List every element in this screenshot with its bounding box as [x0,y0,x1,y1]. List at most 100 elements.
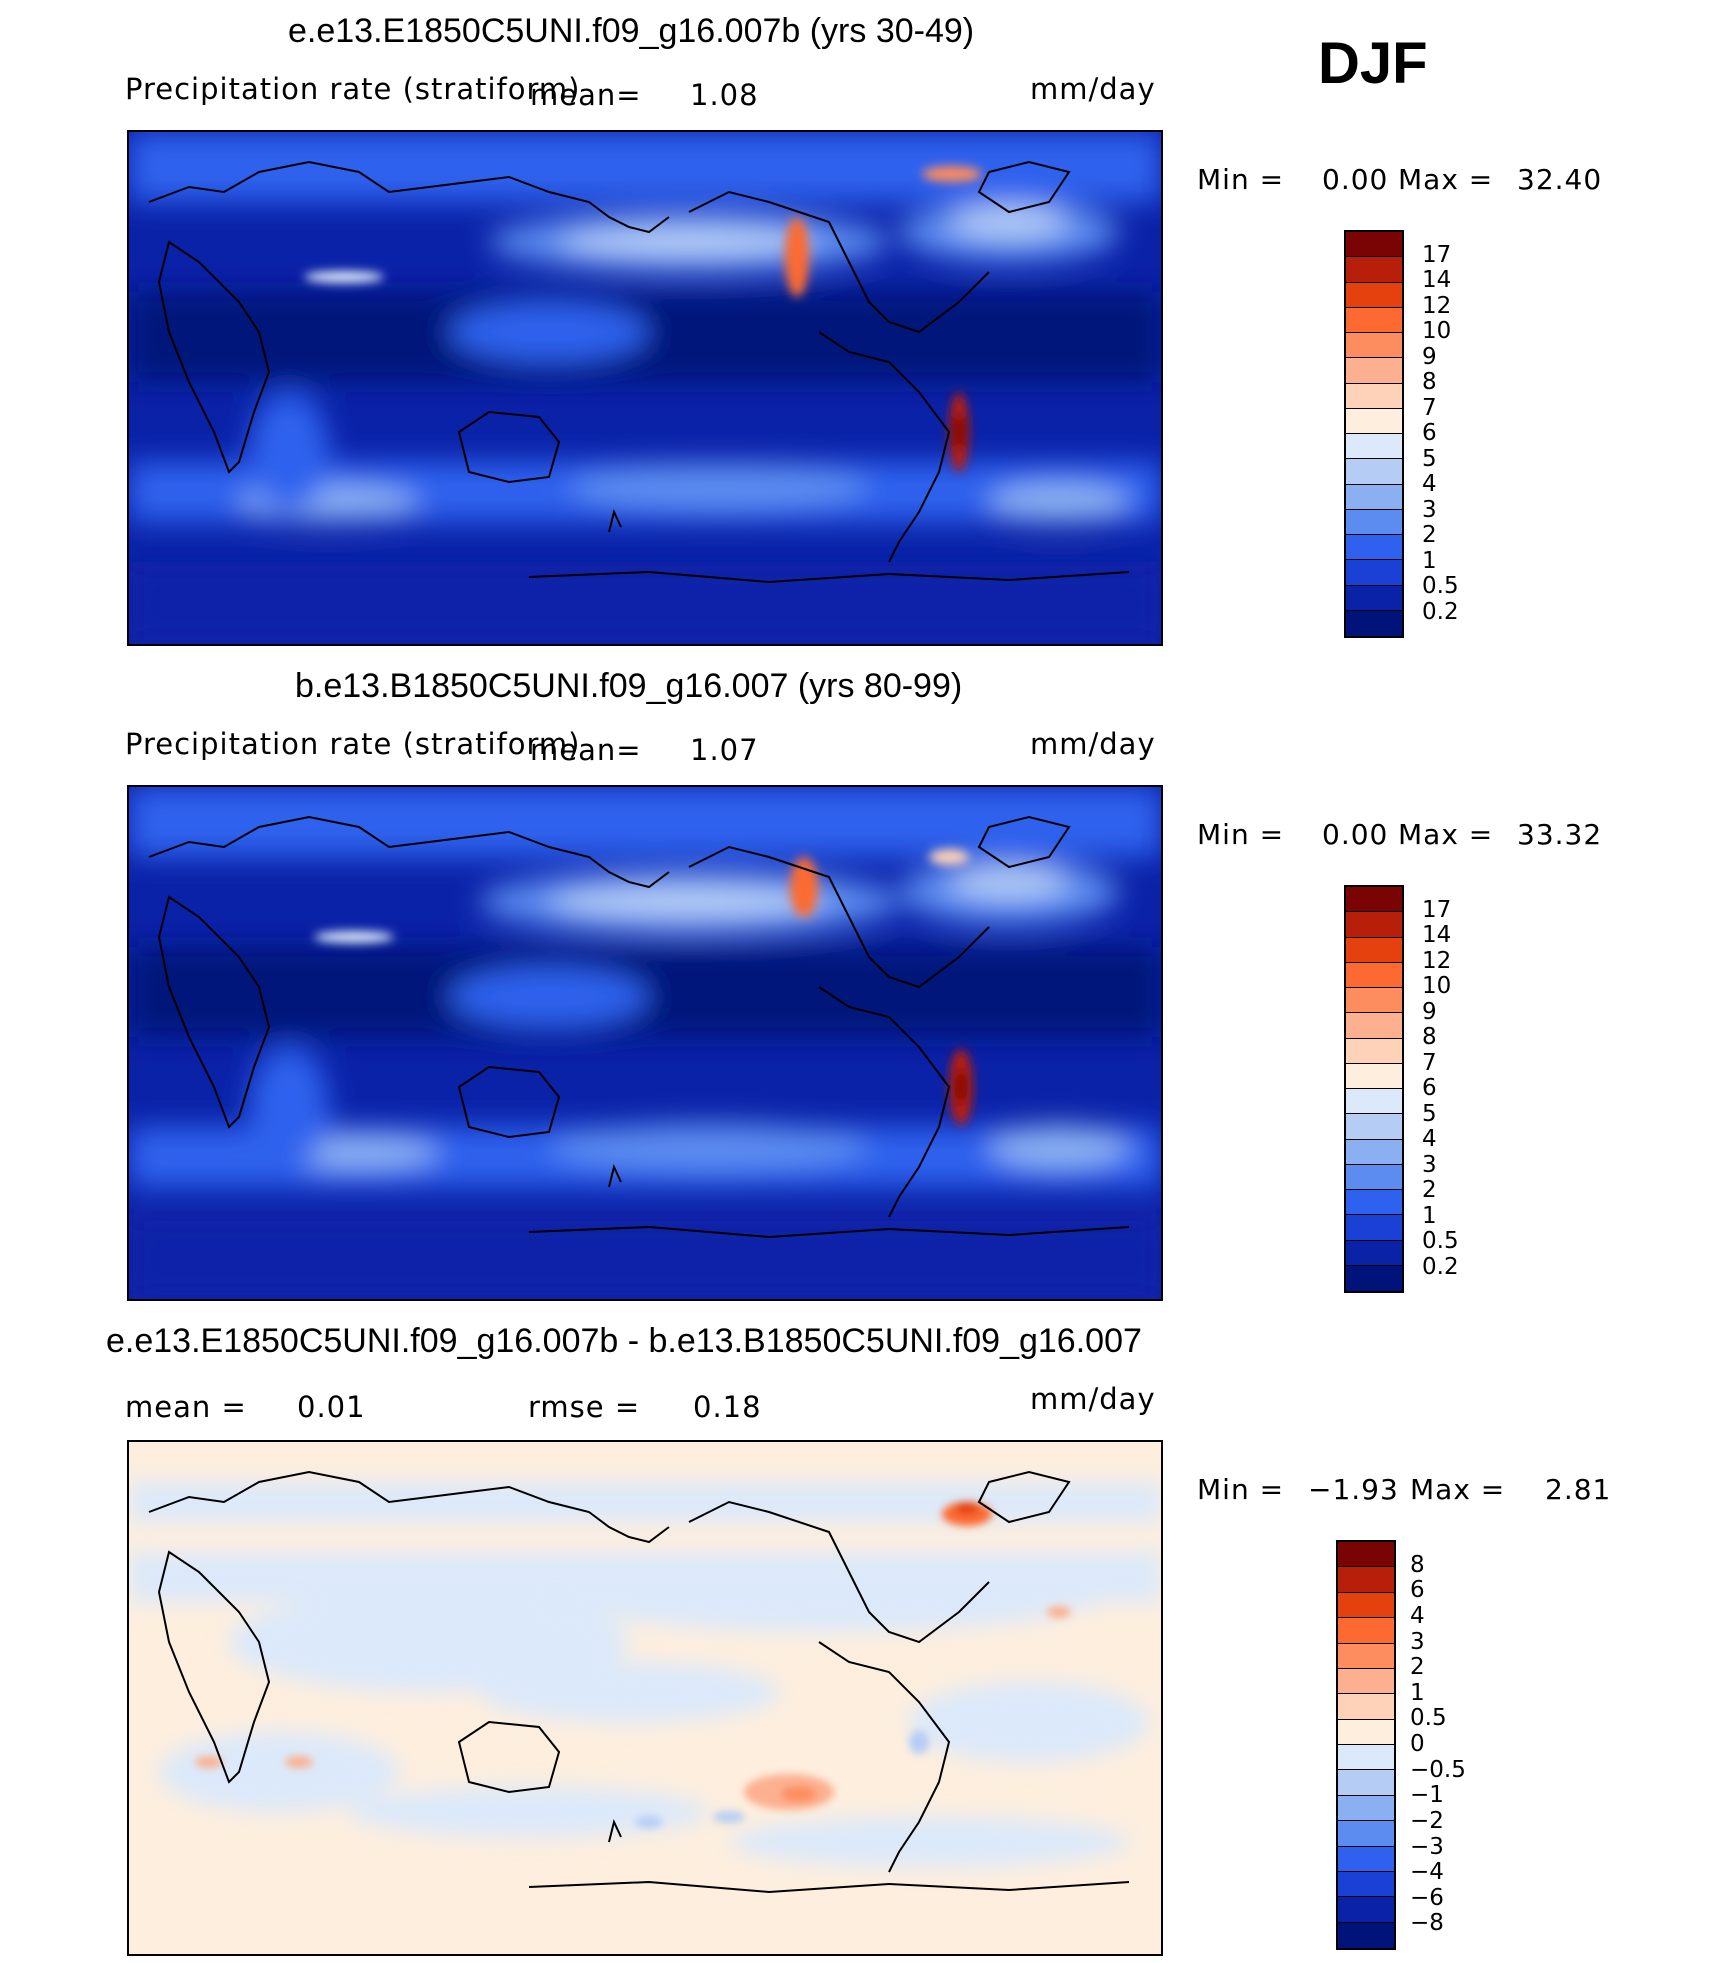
colorbar-segment [1346,383,1402,409]
colorbar-tick-label: −6 [1410,1884,1444,1911]
panel1-precip-field [129,132,1161,644]
colorbar-segment [1346,333,1402,359]
colorbar-segment [1346,434,1402,460]
panel3-map [127,1440,1163,1956]
panel1-map [127,130,1163,646]
panel1-mean-label: mean= [530,78,642,112]
colorbar-tick-label: 1 [1422,547,1437,574]
panel1-max-value: 32.40 [1517,163,1603,196]
colorbar-segment [1338,1745,1394,1771]
panel2-colorbar-ticks: 17 14 12 10 9 8 7 6 5 4 3 2 1 0.5 0.2 [1422,885,1502,1293]
colorbar-segment [1346,307,1402,333]
panel1-min-value: 0.00 [1322,163,1389,196]
panel1-min-label: Min = [1197,163,1285,196]
colorbar-tick-label: 4 [1410,1602,1425,1629]
colorbar-segment [1346,484,1402,510]
colorbar-segment [1338,1719,1394,1745]
panel1-colorbar [1344,230,1404,638]
panel2-max-value: 33.32 [1517,818,1603,851]
colorbar-tick-label: −3 [1410,1833,1444,1860]
colorbar-tick-label: 8 [1422,369,1437,395]
season-label: DJF [1318,31,1428,96]
colorbar-segment [1346,358,1402,384]
panel3-colorbar-ticks: 8 6 4 3 2 1 0.5 0 −0.5 −1 −2 −3 −4 −6 −8 [1410,1540,1500,1950]
panel3-min-value: −1.93 [1308,1473,1399,1506]
colorbar-segment [1338,1542,1394,1568]
panel3-mean-label: mean = [125,1390,247,1424]
colorbar-segment [1338,1846,1394,1872]
panel1-colorbar-ticks: 17 14 12 10 9 8 7 6 5 4 3 2 1 0.5 0.2 [1422,230,1502,638]
colorbar-segment [1338,1567,1394,1593]
colorbar-segment [1346,1013,1402,1039]
colorbar-segment [1338,1821,1394,1847]
colorbar-segment [1346,1063,1402,1089]
colorbar-tick-label: 12 [1422,947,1452,974]
colorbar-segment [1346,1215,1402,1241]
colorbar-tick-label: 6 [1422,420,1437,446]
colorbar-tick-label: 0.5 [1422,1228,1459,1254]
panel2-min-value: 0.00 [1322,818,1389,851]
colorbar-segment [1346,585,1402,611]
panel2-units: mm/day [1030,727,1156,761]
colorbar-segment [1346,1114,1402,1140]
colorbar-segment [1338,1795,1394,1822]
panel2-map [127,785,1163,1301]
colorbar-tick-label: 3 [1410,1628,1425,1655]
colorbar-segment [1338,1643,1394,1669]
colorbar-tick-label: 4 [1422,1126,1437,1152]
colorbar-tick-label: 7 [1422,1049,1437,1076]
colorbar-segment [1346,610,1402,636]
panel3-colorbar [1336,1540,1396,1950]
colorbar-segment [1346,887,1402,913]
colorbar-tick-label: 2 [1410,1654,1425,1681]
panel3-mean-value: 0.01 [297,1390,366,1424]
panel3-max-label: Max = [1410,1473,1506,1506]
colorbar-tick-label: 2 [1422,1177,1437,1203]
colorbar-segment [1346,459,1402,485]
colorbar-tick-label: 5 [1422,445,1437,472]
colorbar-segment [1338,1770,1394,1796]
colorbar-segment [1346,560,1402,586]
panel3-difference-field [129,1442,1161,1954]
colorbar-tick-label: 0.5 [1422,573,1459,599]
panel3-rmse-value: 0.18 [693,1390,762,1424]
colorbar-tick-label: 17 [1422,241,1452,268]
panel2-min-label: Min = [1197,818,1285,851]
colorbar-segment [1346,282,1402,308]
colorbar-tick-label: 0.5 [1410,1705,1447,1732]
colorbar-tick-label: −8 [1410,1910,1444,1937]
colorbar-tick-label: 6 [1410,1577,1425,1604]
colorbar-segment [1346,509,1402,535]
colorbar-segment [1346,988,1402,1014]
colorbar-segment [1346,535,1402,561]
colorbar-tick-label: 1 [1410,1679,1425,1706]
colorbar-tick-label: 12 [1422,292,1452,319]
colorbar-tick-label: 6 [1422,1075,1437,1101]
panel2-title: b.e13.B1850C5UNI.f09_g16.007 (yrs 80-99) [295,667,963,705]
colorbar-segment [1346,1265,1402,1291]
panel2-variable-label: Precipitation rate (stratiform) [125,727,581,761]
colorbar-segment [1346,1038,1402,1064]
colorbar-segment [1346,937,1402,963]
colorbar-tick-label: 5 [1422,1100,1437,1127]
colorbar-tick-label: 10 [1422,973,1452,999]
colorbar-tick-label: 9 [1422,343,1437,370]
colorbar-tick-label: 0.2 [1422,1253,1459,1280]
colorbar-segment [1346,1164,1402,1190]
panel1-variable-label: Precipitation rate (stratiform) [125,72,581,106]
colorbar-tick-label: 14 [1422,922,1452,948]
colorbar-tick-label: 1 [1422,1202,1437,1229]
colorbar-tick-label: 8 [1422,1024,1437,1050]
panel1-title: e.e13.E1850C5UNI.f09_g16.007b (yrs 30-49… [288,12,975,50]
panel2-precip-field [129,787,1161,1299]
panel3-units: mm/day [1030,1382,1156,1416]
colorbar-segment [1346,1190,1402,1216]
colorbar-tick-label: 9 [1422,998,1437,1025]
colorbar-tick-label: 4 [1422,471,1437,497]
colorbar-segment [1338,1694,1394,1720]
colorbar-tick-label: −1 [1410,1782,1444,1809]
panel3-title: e.e13.E1850C5UNI.f09_g16.007b - b.e13.B1… [106,1322,1142,1360]
panel1-units: mm/day [1030,72,1156,106]
colorbar-segment [1338,1592,1394,1619]
colorbar-tick-label: 17 [1422,896,1452,923]
